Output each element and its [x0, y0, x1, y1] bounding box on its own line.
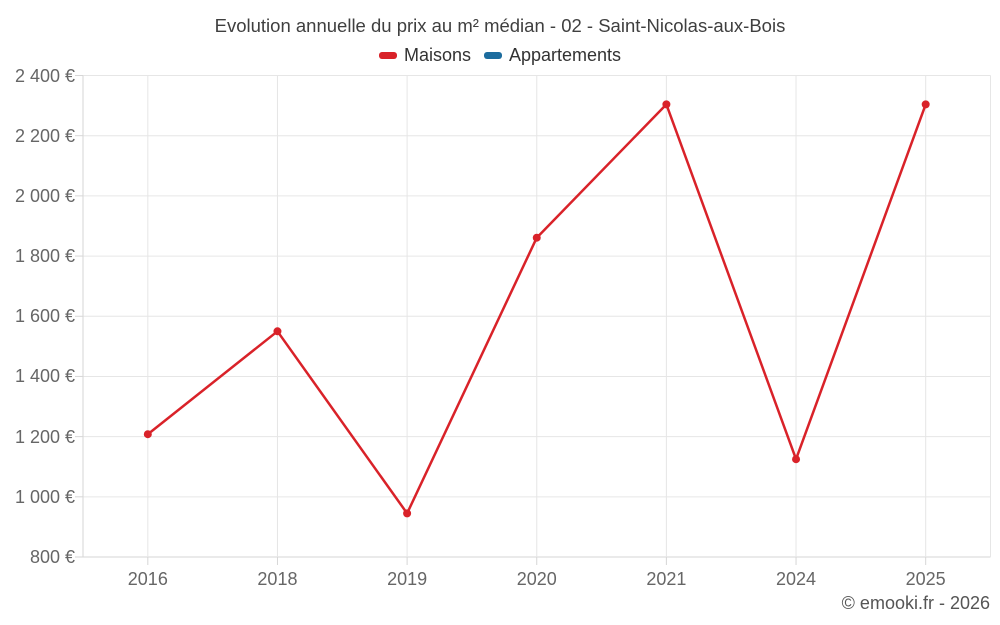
legend-item-maisons[interactable]: Maisons	[378, 45, 471, 65]
credits-link[interactable]: © emooki.fr - 2026	[841, 593, 990, 613]
x-axis-label: 2021	[646, 569, 687, 589]
x-axis-label: 2016	[127, 569, 168, 589]
y-axis-label: 1 200 €	[14, 426, 75, 447]
appartements-series-swatch-icon	[483, 52, 502, 59]
y-axis-label: 2 400 €	[14, 65, 75, 86]
y-axis-label: 1 600 €	[14, 306, 75, 327]
legend-label-appartements: Appartements	[508, 45, 622, 65]
y-axis-label: 1 800 €	[14, 246, 75, 267]
legend: Maisons Appartements	[0, 46, 1000, 65]
y-axis-label: 800 €	[29, 547, 75, 567]
y-axis-label: 2 000 €	[14, 185, 75, 206]
legend-label-maisons: Maisons	[403, 45, 471, 65]
data-point-2020[interactable]	[532, 233, 541, 242]
x-axis-label: 2024	[776, 569, 817, 589]
y-axis-label: 1 000 €	[14, 486, 75, 507]
data-point-2021[interactable]	[662, 100, 671, 109]
data-point-2025[interactable]	[921, 100, 930, 109]
x-axis-label: 2020	[516, 569, 557, 589]
x-axis-label: 2019	[387, 569, 428, 589]
data-point-2018[interactable]	[273, 327, 282, 336]
data-point-2019[interactable]	[403, 509, 412, 518]
chart-title: Evolution annuelle du prix au m² médian …	[214, 15, 786, 36]
data-point-2024[interactable]	[792, 455, 801, 464]
legend-item-appartements[interactable]: Appartements	[483, 45, 622, 65]
x-axis-label: 2025	[905, 569, 946, 589]
y-axis-label: 2 200 €	[14, 125, 75, 146]
data-point-2016[interactable]	[143, 430, 152, 439]
maisons-series-swatch-icon	[378, 52, 397, 59]
y-axis-label: 1 400 €	[14, 366, 75, 387]
x-axis-label: 2018	[257, 569, 298, 589]
